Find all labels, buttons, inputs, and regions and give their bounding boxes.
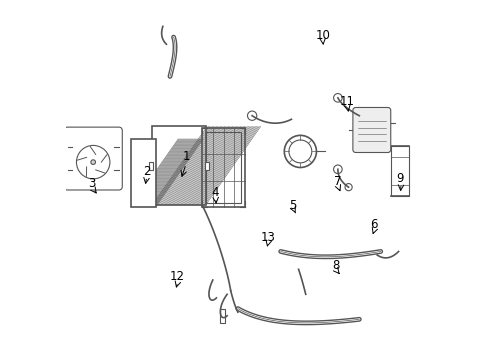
Text: 10: 10 (316, 29, 331, 42)
Text: 11: 11 (339, 95, 354, 108)
Bar (205, 162, 209, 170)
Text: 6: 6 (370, 218, 377, 231)
Text: 5: 5 (290, 198, 297, 212)
Bar (202, 128, 245, 207)
FancyBboxPatch shape (353, 108, 391, 153)
Bar (220, 309, 225, 323)
Text: 13: 13 (261, 231, 276, 244)
Bar (152, 126, 206, 205)
Text: 2: 2 (143, 165, 150, 177)
Circle shape (91, 160, 96, 165)
Bar (148, 162, 153, 170)
Bar (392, 146, 409, 196)
Text: 3: 3 (88, 177, 95, 190)
Text: 1: 1 (182, 150, 190, 163)
Bar (131, 139, 156, 207)
Text: 9: 9 (396, 172, 404, 185)
Bar (206, 132, 242, 203)
Text: 7: 7 (334, 175, 342, 188)
Text: 4: 4 (211, 186, 219, 199)
Text: 8: 8 (332, 259, 340, 272)
Text: 12: 12 (170, 270, 185, 283)
